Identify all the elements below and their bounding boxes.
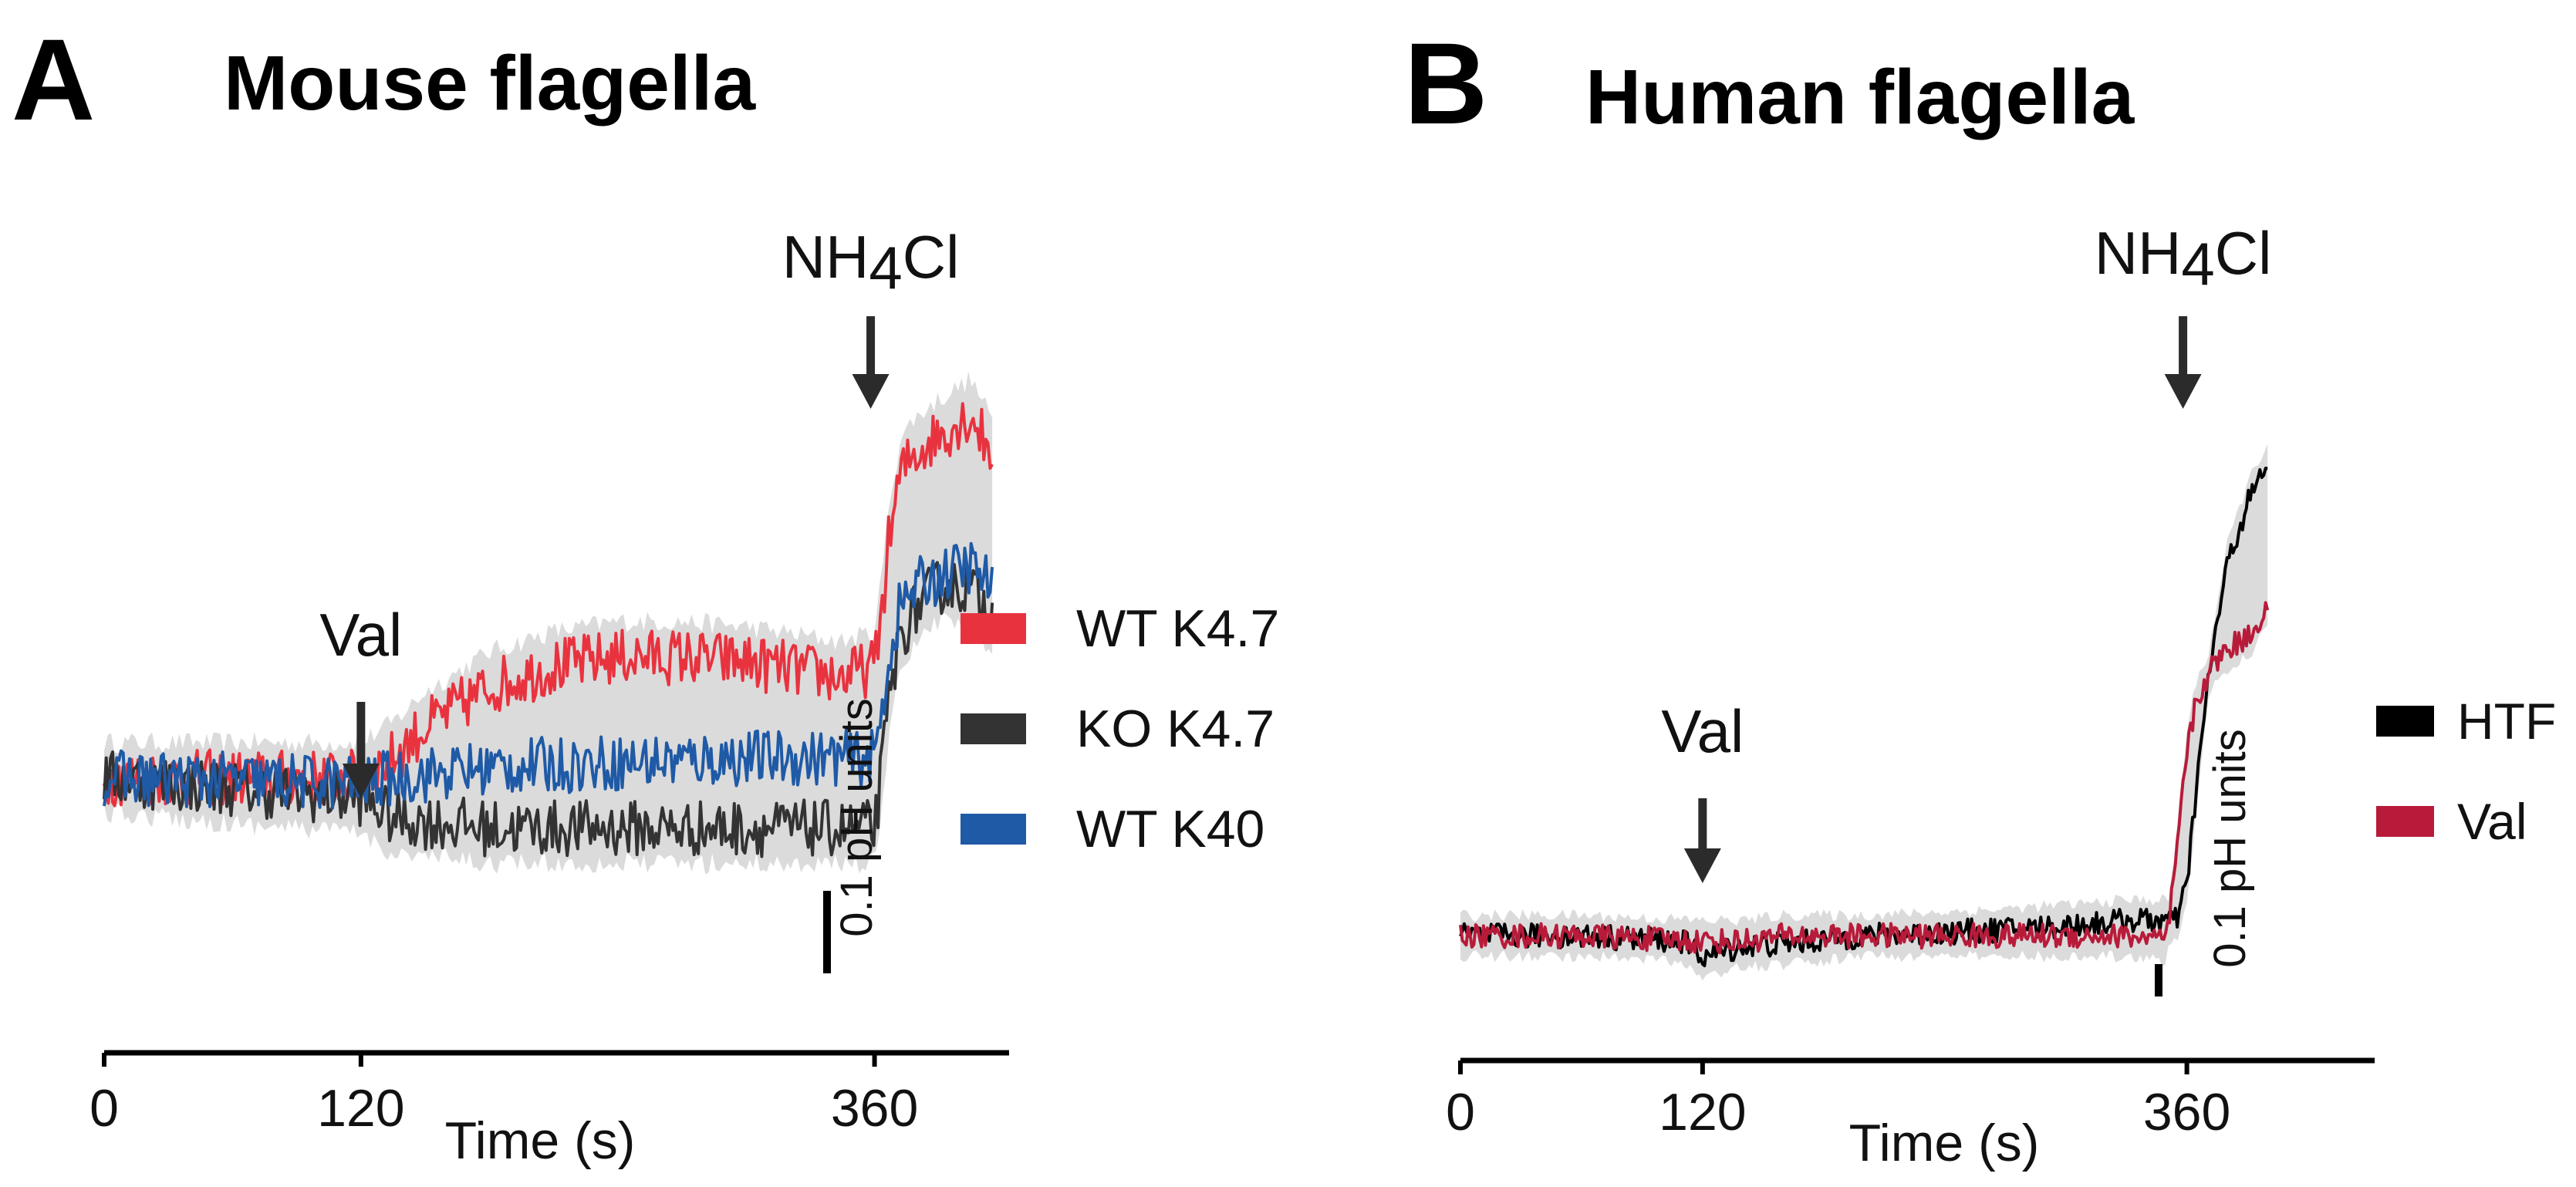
nh4cl-label: NH4Cl <box>2095 219 2272 298</box>
legend-label: KO K4.7 <box>1076 700 1274 758</box>
panel-b-x-axis-label: Time (s) <box>1849 1114 2040 1172</box>
nh4cl-label: NH4Cl <box>782 223 960 302</box>
series-line-ko-k4-7 <box>103 561 994 858</box>
panel-b-legend: HTF Val <box>2376 693 2556 850</box>
legend-label: Val <box>2457 793 2527 850</box>
legend-swatch <box>961 613 1026 644</box>
val-label: Val <box>1661 697 1744 765</box>
down-arrow-icon <box>342 764 380 798</box>
panel-a-x-ticks: 0 120 360 <box>89 1053 918 1138</box>
panel-a-label: A <box>12 15 95 144</box>
panel-b-plot-area <box>1459 443 2270 981</box>
x-tick-label: 120 <box>317 1079 404 1138</box>
legend-swatch <box>2376 806 2434 837</box>
legend-label: WT K4.7 <box>1076 599 1279 658</box>
panel-b-x-ticks: 0 120 360 <box>1446 1061 2230 1141</box>
panel-a-scale-bar: 0.1 pH units <box>823 698 882 973</box>
panel-b-title: Human flagella <box>1585 54 2135 140</box>
sem-band <box>1460 443 2268 981</box>
panel-a-scale-bar-label: 0.1 pH units <box>832 698 882 937</box>
down-arrow-icon <box>2164 374 2202 409</box>
x-tick-label: 360 <box>831 1079 918 1138</box>
panel-b-annotations: Val NH4Cl <box>1661 219 2271 883</box>
x-tick-label: 360 <box>2143 1083 2230 1141</box>
panel-b-scale-bar-label: 0.1 pH units <box>2205 729 2255 968</box>
panel-a-x-axis-label: Time (s) <box>445 1111 636 1170</box>
x-tick-label: 0 <box>1446 1083 1475 1141</box>
series-line-val <box>1459 601 2270 955</box>
down-arrow-icon <box>1683 848 1721 883</box>
panel-a: A Mouse flagella 0 120 360 Time (s) Val NH4… <box>12 15 1279 1170</box>
series-line-wt-k4-7 <box>103 402 994 808</box>
legend-swatch <box>961 713 1026 744</box>
panel-b: B Human flagella 0 120 360 Time (s) Val NH4… <box>1404 19 2556 1172</box>
val-label: Val <box>319 601 402 669</box>
legend-label: WT K40 <box>1076 800 1264 858</box>
panel-b-label: B <box>1404 19 1487 148</box>
panel-a-title: Mouse flagella <box>224 40 756 126</box>
series-line-htf <box>1459 467 2268 968</box>
legend-label: HTF <box>2457 693 2556 750</box>
legend-swatch <box>961 814 1026 845</box>
series-line-wt-k40 <box>103 541 994 810</box>
panel-a-annotations: Val NH4Cl <box>319 223 959 798</box>
x-tick-label: 0 <box>89 1079 119 1138</box>
panel-a-plot-area <box>103 371 994 875</box>
panel-b-scale-bar: 0.1 pH units <box>2155 729 2255 996</box>
x-tick-label: 120 <box>1659 1083 1746 1141</box>
legend-swatch <box>2376 706 2434 737</box>
down-arrow-icon <box>852 374 890 409</box>
panel-a-legend: WT K4.7 KO K4.7 WT K40 <box>961 599 1279 858</box>
